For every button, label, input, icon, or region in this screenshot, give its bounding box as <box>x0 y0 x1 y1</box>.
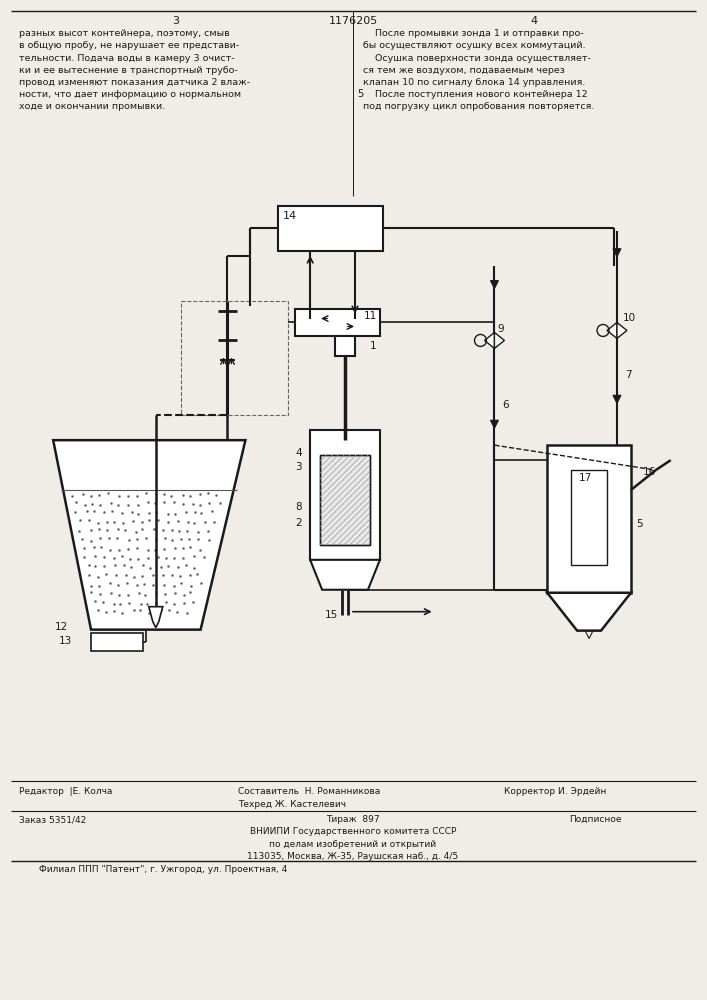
Text: Заказ 5351/42: Заказ 5351/42 <box>19 815 86 824</box>
Text: 8: 8 <box>296 502 302 512</box>
Text: 14: 14 <box>284 211 298 221</box>
Text: 7: 7 <box>625 370 631 380</box>
Polygon shape <box>484 332 494 348</box>
Polygon shape <box>617 322 627 338</box>
Polygon shape <box>607 322 617 338</box>
Text: 15: 15 <box>325 610 339 620</box>
Text: 11: 11 <box>364 311 378 321</box>
Text: Корректор И. Эрдейн: Корректор И. Эрдейн <box>504 787 607 796</box>
Text: 3: 3 <box>173 16 179 26</box>
Polygon shape <box>148 607 163 628</box>
Polygon shape <box>491 420 498 428</box>
Text: 17: 17 <box>579 473 592 483</box>
Text: 6: 6 <box>503 400 509 410</box>
Text: Редактор  |Е. Колча: Редактор |Е. Колча <box>19 787 112 796</box>
Text: 2: 2 <box>296 518 302 528</box>
Text: 1176205: 1176205 <box>328 16 378 26</box>
Text: 10: 10 <box>623 313 636 323</box>
Text: ВНИИПИ Государственного комитета СССР
по делам изобретений и открытий
113035, Мо: ВНИИПИ Государственного комитета СССР по… <box>247 827 459 861</box>
Text: После промывки зонда 1 и отправки про-
бы осуществляют осушку всех коммутаций.
 : После промывки зонда 1 и отправки про- б… <box>363 29 595 111</box>
Bar <box>181 301 288 415</box>
Polygon shape <box>310 560 380 590</box>
Text: 9: 9 <box>498 324 504 334</box>
Polygon shape <box>53 440 245 630</box>
Text: 12: 12 <box>55 622 69 632</box>
Bar <box>320 455 370 545</box>
Text: 4: 4 <box>531 16 538 26</box>
Text: Составитель  Н. Романникова
Техред Ж. Кастелевич: Составитель Н. Романникова Техред Ж. Кас… <box>238 787 380 809</box>
Text: Филиал ППП "Патент", г. Ужгород, ул. Проектная, 4: Филиал ППП "Патент", г. Ужгород, ул. Про… <box>40 865 288 874</box>
Bar <box>310 430 380 560</box>
Text: 5: 5 <box>636 519 643 529</box>
Polygon shape <box>547 593 631 631</box>
Bar <box>320 455 370 545</box>
Text: Тираж  897: Тираж 897 <box>326 815 380 824</box>
Polygon shape <box>494 332 504 348</box>
Text: 13: 13 <box>59 636 72 646</box>
Bar <box>571 470 607 565</box>
Bar <box>296 309 380 336</box>
Bar <box>547 445 631 593</box>
Bar <box>91 633 143 651</box>
Text: разных высот контейнера, поэтому, смыв
в общую пробу, не нарушает ее представи-
: разных высот контейнера, поэтому, смыв в… <box>19 29 250 111</box>
Text: 3: 3 <box>296 462 302 472</box>
Polygon shape <box>613 249 621 257</box>
Polygon shape <box>613 395 621 403</box>
Text: 4: 4 <box>296 448 302 458</box>
Bar <box>335 336 355 356</box>
Text: 16: 16 <box>643 467 656 477</box>
Text: Подписное: Подписное <box>569 815 621 824</box>
Bar <box>279 206 383 251</box>
Polygon shape <box>491 281 498 289</box>
Text: 1: 1 <box>370 341 377 351</box>
Text: 5: 5 <box>357 89 363 99</box>
